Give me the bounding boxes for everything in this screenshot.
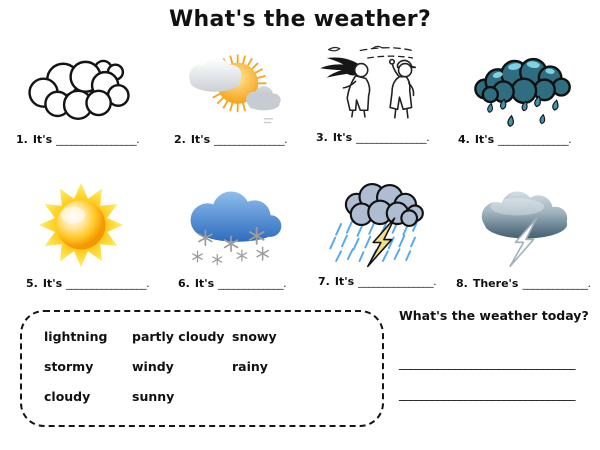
bank-word-sunny: sunny [132,389,175,404]
answer-blank: _____________. [522,277,591,290]
answer-blank: _____________. [218,277,287,290]
item-caption: 1. It's ________________. [4,133,154,146]
answer-blank: ______________. [356,131,430,144]
item-number: 5. [26,277,38,290]
answer-blank: ________________. [66,277,150,290]
item-number: 2. [174,133,186,146]
lightning-icon [481,191,568,268]
question-block: What's the weather today? ______________… [399,308,589,401]
item-verb: It's [32,133,53,146]
item-verb: It's [190,133,211,146]
page-title: What's the weather? [168,7,432,32]
item-caption: 6. It's _____________. [160,277,308,290]
item-caption: 8. There's _____________. [452,277,596,290]
windy-icon [320,45,417,119]
answer-blank: ______________. [214,133,288,146]
item-caption: 4. It's ______________. [450,133,596,146]
sunny-icon [39,183,123,267]
item-caption: 5. It's ________________. [6,277,156,290]
weather-item: 3. It's ______________. [304,44,452,144]
weather-item: 1. It's ________________. [4,46,154,146]
item-number: 8. [456,277,468,290]
snowy-icon [190,191,282,266]
bank-word-stormy: stormy [44,359,94,374]
item-caption: 7. It's _______________. [306,275,452,288]
answer-blank: ______________. [498,133,572,146]
bank-word-partly-cloudy: partly cloudy [132,329,225,344]
item-number: 4. [458,133,470,146]
weather-item: 6. It's _____________. [160,178,308,290]
item-number: 1. [16,133,28,146]
item-verb: It's [474,133,495,146]
word-bank-box: lightning partly cloudy snowy stormy win… [20,310,384,427]
watermark-equals-icon [263,118,274,124]
item-verb: It's [334,275,355,288]
item-caption: 2. It's ______________. [158,133,308,146]
item-number: 6. [178,277,190,290]
item-caption: 3. It's ______________. [304,131,452,144]
weather-item: 5. It's ________________. [6,178,156,290]
item-verb: It's [194,277,215,290]
item-number: 3. [316,131,328,144]
item-verb: It's [332,131,353,144]
rainy-icon [474,57,571,127]
answer-line-2: ________________________________ [399,387,576,401]
question-prompt: What's the weather today? [399,308,589,323]
partly-cloudy-icon [189,54,281,124]
item-verb: There's [472,277,519,290]
bank-word-windy: windy [132,359,174,374]
bank-word-cloudy: cloudy [44,389,91,404]
bank-word-snowy: snowy [232,329,277,344]
weather-item: 7. It's _______________. [306,176,452,288]
bank-word-lightning: lightning [44,329,108,344]
cloud-icon [28,59,130,121]
weather-item: 2. It's ______________. [158,46,308,146]
bank-word-rainy: rainy [232,359,268,374]
answer-blank: ________________. [56,133,140,146]
weather-item: 4. It's ______________. [450,46,596,146]
weather-item: 8. There's _____________. [452,178,596,290]
stormy-icon [329,183,424,268]
answer-line-1: ________________________________ [399,356,576,370]
item-number: 7. [318,275,330,288]
item-verb: It's [42,277,63,290]
answer-blank: _______________. [358,275,437,288]
